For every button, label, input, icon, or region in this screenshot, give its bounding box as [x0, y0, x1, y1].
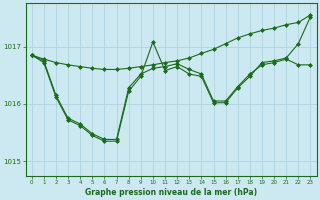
X-axis label: Graphe pression niveau de la mer (hPa): Graphe pression niveau de la mer (hPa)	[85, 188, 257, 197]
